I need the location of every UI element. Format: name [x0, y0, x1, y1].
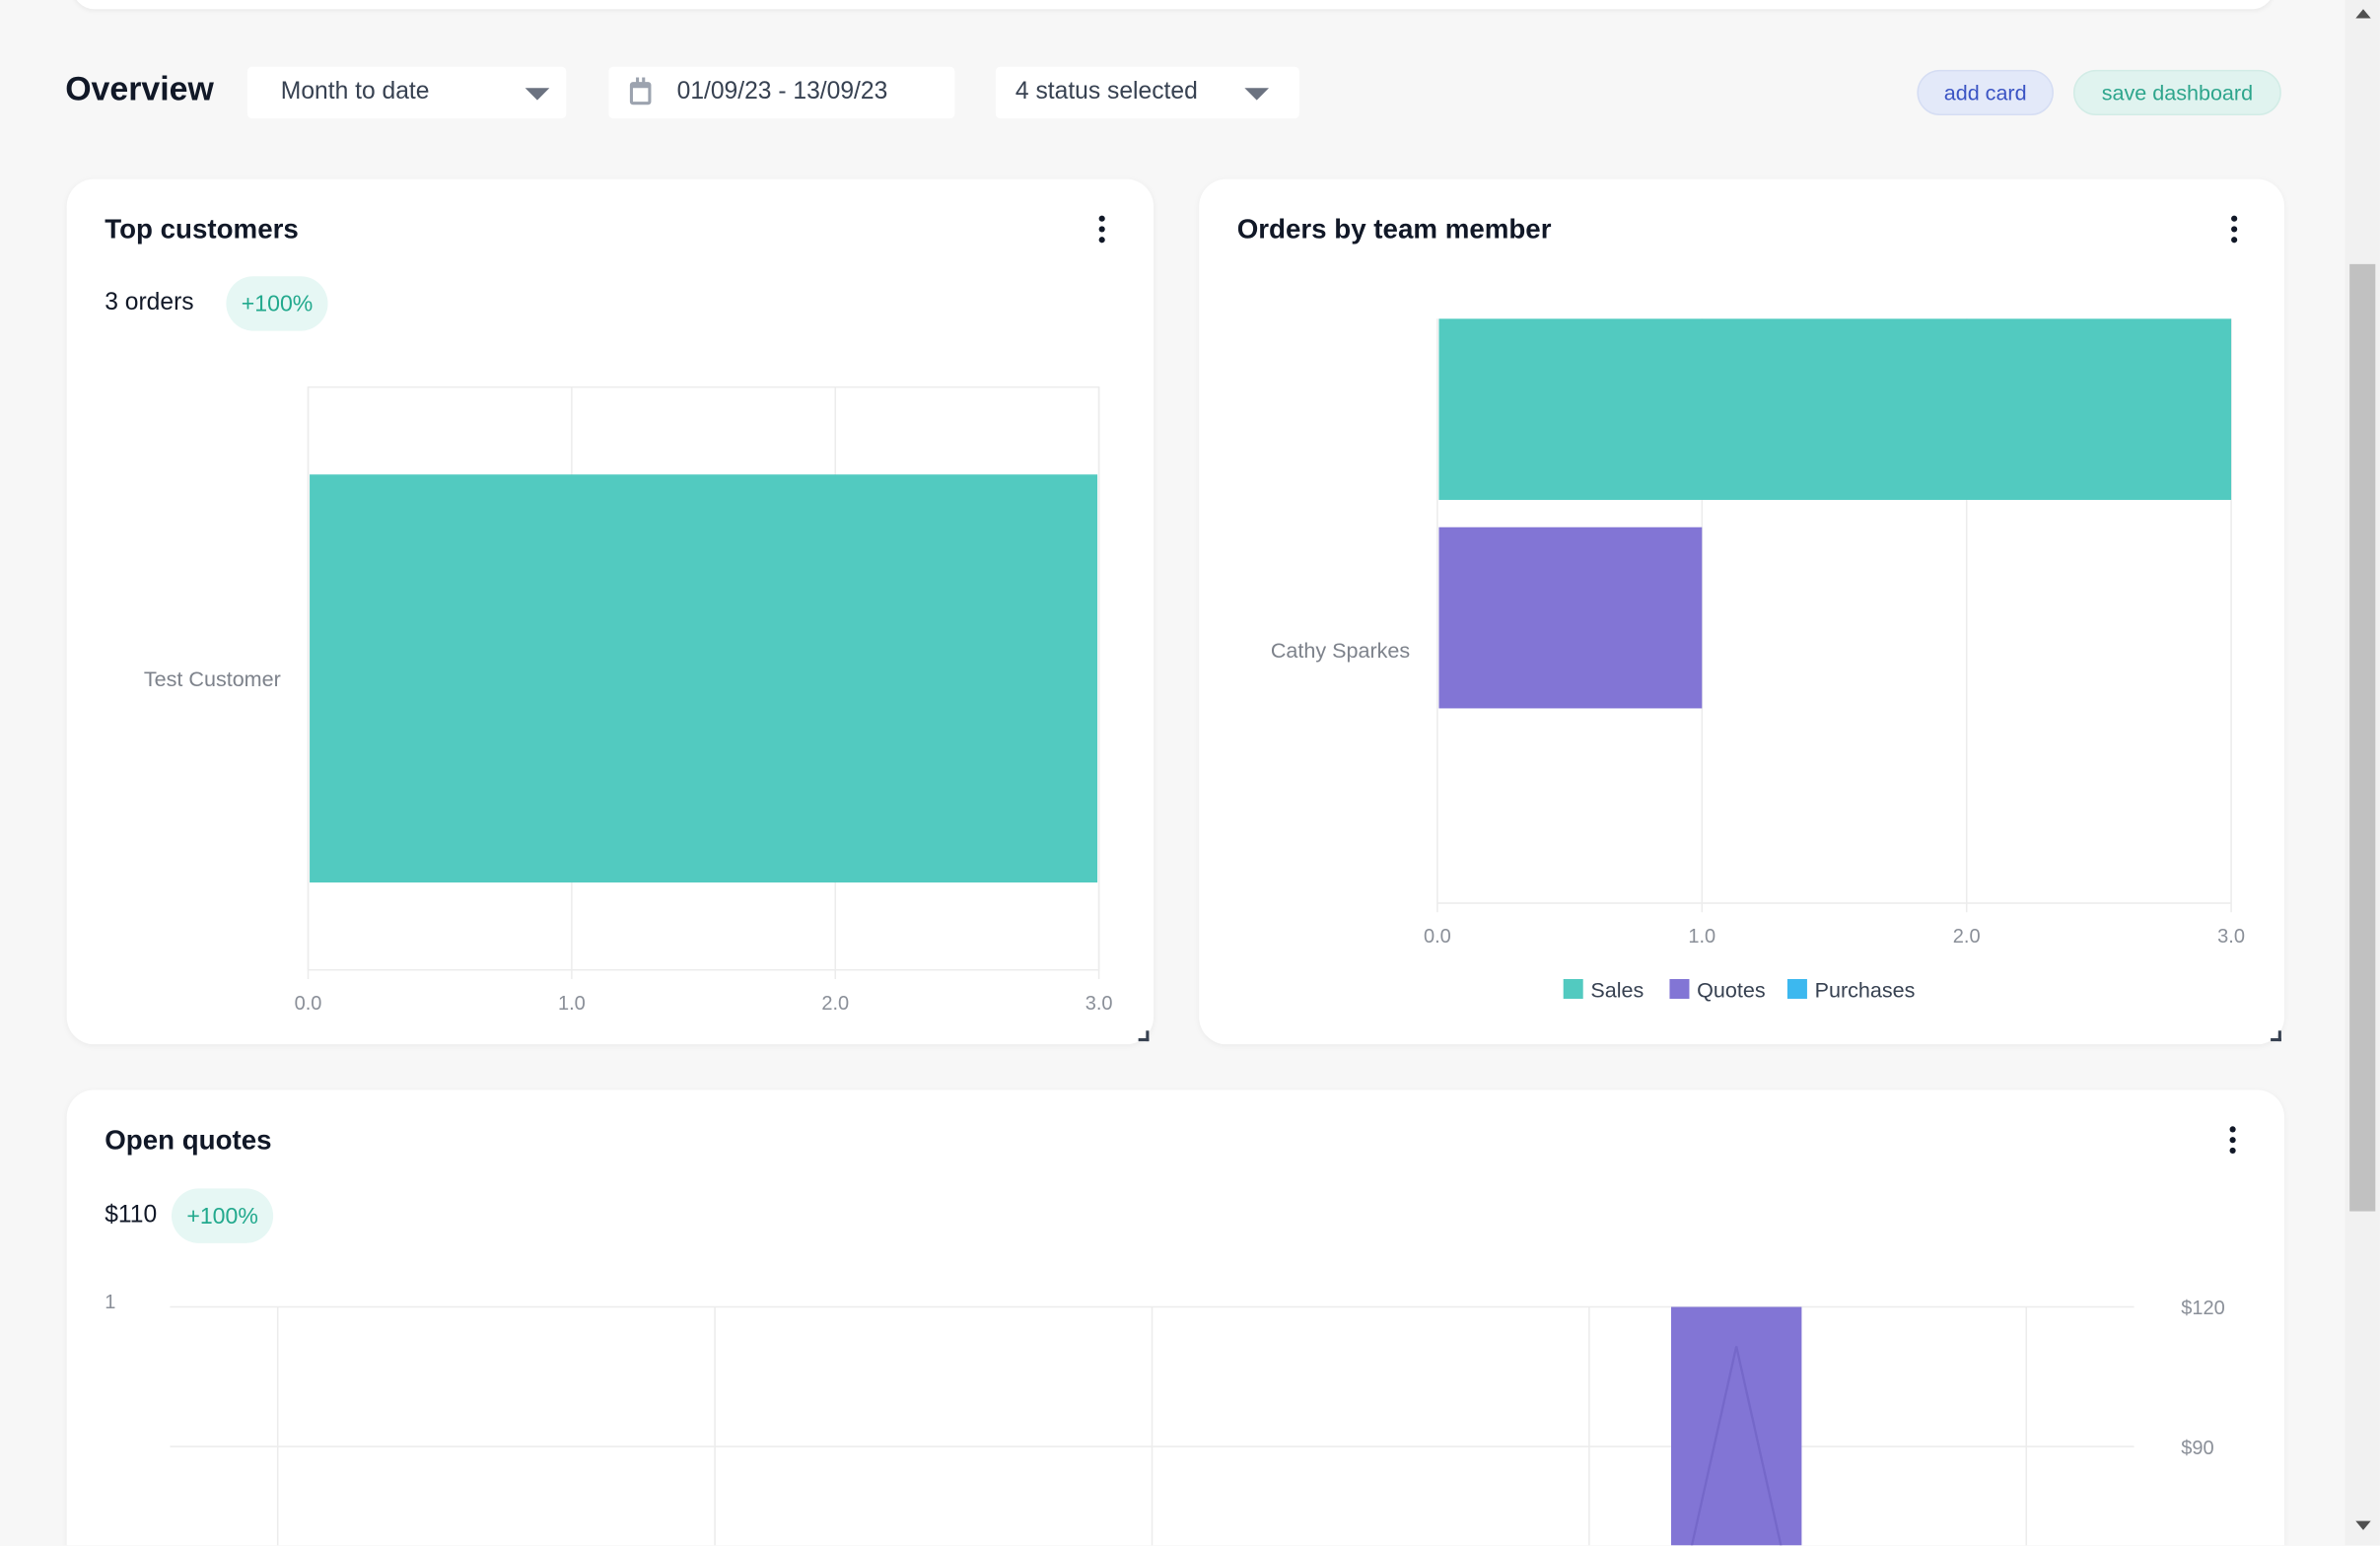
y-category-label: Cathy Sparkes — [1271, 638, 1410, 663]
x-tick-label: 1.0 — [1688, 926, 1715, 948]
page-scrollbar[interactable] — [2345, 0, 2380, 1546]
card-title: Open quotes — [105, 1124, 272, 1156]
bar-quotes — [1670, 1306, 1802, 1546]
legend-swatch — [1786, 978, 1807, 999]
card-title: Orders by team member — [1236, 214, 1552, 245]
x-tick-label: 1.0 — [558, 993, 586, 1015]
legend-label: Sales — [1590, 977, 1644, 1002]
date-range-picker[interactable]: 01/09/23 - 13/09/23 — [608, 66, 955, 119]
x-tick-label: 3.0 — [1085, 993, 1113, 1015]
save-dashboard-button[interactable]: save dashboard — [2072, 69, 2281, 116]
x-tick-label: 2.0 — [821, 993, 849, 1015]
legend-label: Purchases — [1815, 977, 1916, 1002]
scroll-up-icon[interactable] — [2355, 9, 2371, 19]
date-range-value: 01/09/23 - 13/09/23 — [676, 79, 888, 105]
chevron-down-icon — [525, 88, 550, 101]
x-tick-label: 0.0 — [1424, 926, 1451, 948]
resize-handle-icon[interactable] — [1138, 1030, 1150, 1042]
change-badge: +100% — [226, 276, 328, 331]
status-select[interactable]: 4 status selected — [995, 66, 1299, 119]
page-title: Overview — [65, 69, 214, 108]
legend-swatch — [1563, 978, 1583, 999]
more-options-icon[interactable] — [1097, 215, 1106, 246]
top-customers-chart: 0.0 1.0 2.0 3.0 Test Customer — [144, 386, 1113, 1015]
quotes-trend-line — [1690, 1346, 1783, 1546]
more-options-icon[interactable] — [2228, 1126, 2237, 1157]
orders-by-team-card: Orders by team member 0.0 1.0 2.0 3.0 Cathy … — [1199, 178, 2284, 1045]
dashboard-toolbar: Overview Month to date 01/09/23 - 13/09/… — [0, 64, 2338, 122]
card-metric: $110 — [105, 1202, 158, 1229]
bar-sales — [1438, 318, 2232, 501]
bar — [310, 474, 1098, 883]
chevron-down-icon — [1244, 88, 1270, 101]
card-metric: 3 orders — [105, 290, 194, 316]
more-options-icon[interactable] — [2230, 215, 2239, 246]
x-tick-label: 2.0 — [1953, 926, 1981, 948]
calendar-icon — [629, 76, 652, 105]
open-quotes-chart: 1 $120 $90 — [105, 1292, 2225, 1546]
period-select-value: Month to date — [280, 79, 430, 105]
top-customers-card: Top customers 3 orders +100% 0.0 1.0 2.0 3.… — [66, 178, 1155, 1045]
right-y-tick-label: $90 — [2181, 1438, 2213, 1459]
y-category-label: Test Customer — [144, 667, 281, 691]
bar-quotes — [1438, 527, 1703, 709]
scroll-down-icon[interactable] — [2355, 1520, 2371, 1530]
orders-by-team-chart: 0.0 1.0 2.0 3.0 Cathy Sparkes Sales Quotes Purc… — [1271, 318, 2245, 1002]
right-y-tick-label: $120 — [2181, 1298, 2225, 1319]
left-y-tick-label: 1 — [105, 1292, 115, 1313]
period-select[interactable]: Month to date — [246, 66, 567, 119]
resize-handle-icon[interactable] — [2271, 1030, 2281, 1042]
scrollbar-thumb[interactable] — [2349, 263, 2376, 1212]
x-tick-label: 3.0 — [2217, 926, 2245, 948]
legend-swatch — [1669, 978, 1690, 999]
open-quotes-card: Open quotes $110 +100% 1 $120 $90 — [66, 1089, 2284, 1546]
x-tick-label: 0.0 — [295, 993, 322, 1015]
status-select-value: 4 status selected — [1015, 79, 1198, 105]
change-badge: +100% — [171, 1188, 274, 1243]
previous-panel-edge — [72, 0, 2275, 10]
legend-label: Quotes — [1697, 977, 1765, 1002]
add-card-button[interactable]: add card — [1917, 69, 2054, 116]
card-title: Top customers — [105, 214, 299, 245]
